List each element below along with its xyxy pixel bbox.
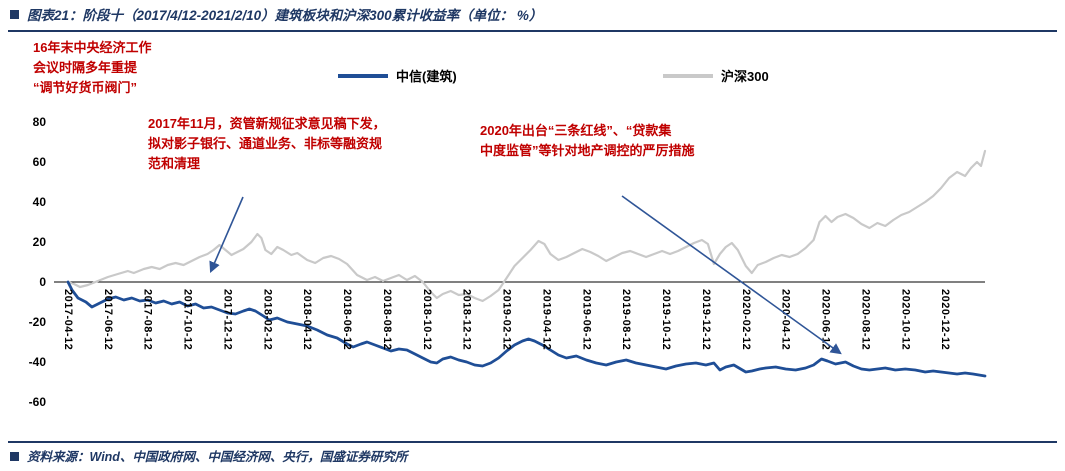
y-tick-label: -40 <box>29 355 47 369</box>
legend-item-csi300: 沪深300 <box>663 66 769 85</box>
x-tick-label: 2019-02-12 <box>501 289 513 350</box>
x-tick-label: 2017-04-12 <box>62 289 74 350</box>
y-tick-label: 60 <box>33 155 47 169</box>
annotation-asset-mgmt-rules: 2017年11月，资管新规征求意见稿下发， 拟对影子银行、通道业务、非标等融资规… <box>148 116 386 171</box>
x-tick-label: 2017-06-12 <box>102 289 114 350</box>
x-tick-label: 2019-10-12 <box>660 289 672 350</box>
legend-item-citic-construction: 中信(建筑) <box>338 66 457 85</box>
x-tick-label: 2020-10-12 <box>899 289 911 350</box>
annotation-three-red-lines: 2020年出台“三条红线”、“贷款集 中度监管”等针对地产调控的严厉措施 <box>480 123 695 158</box>
x-tick-label: 2019-12-12 <box>700 289 712 350</box>
x-tick-label: 2017-08-12 <box>142 289 154 350</box>
x-tick-label: 2020-04-12 <box>780 289 792 350</box>
x-tick-label: 2020-12-12 <box>939 289 951 350</box>
x-tick-label: 2020-08-12 <box>859 289 871 350</box>
x-tick-label: 2019-06-12 <box>580 289 592 350</box>
x-tick-label: 2018-10-12 <box>421 289 433 350</box>
series-line-citic-construction <box>66 280 987 378</box>
x-tick-label: 2018-02-12 <box>261 289 273 350</box>
y-tick-label: 20 <box>33 235 47 249</box>
top-divider-line <box>8 30 1057 32</box>
figure-title: 图表21：阶段十（2017/4/12-2021/2/10）建筑板块和沪深300累… <box>27 8 543 23</box>
x-tick-label: 2019-04-12 <box>540 289 552 350</box>
x-tick-label: 2018-08-12 <box>381 289 393 350</box>
y-tick-label: -60 <box>29 395 47 409</box>
legend-label-citic-construction: 中信(建筑) <box>396 69 457 84</box>
y-tick-label: -20 <box>29 315 47 329</box>
footer-bullet-square <box>10 452 19 461</box>
annotation-monetary-policy: 16年末中央经济工作 会议时隔多年重提 “调节好货币阀门” <box>33 40 152 95</box>
title-bullet-square <box>10 10 19 19</box>
x-tick-label: 2020-06-12 <box>820 289 832 350</box>
legend-label-csi300: 沪深300 <box>721 69 769 84</box>
y-tick-label: 80 <box>33 115 47 129</box>
x-tick-label: 2020-02-12 <box>740 289 752 350</box>
bottom-divider-line <box>8 441 1057 443</box>
x-tick-label: 2018-12-12 <box>461 289 473 350</box>
legend-line-sample-blue <box>338 73 388 78</box>
x-tick-label: 2018-06-12 <box>341 289 353 350</box>
data-source: 资料来源：Wind、中国政府网、中国经济网、央行，国盛证券研究所 <box>27 450 408 464</box>
y-tick-label: 0 <box>39 275 46 289</box>
x-tick-label: 2018-04-12 <box>301 289 313 350</box>
x-tick-label: 2017-12-12 <box>222 289 234 350</box>
legend-line-sample-gray <box>663 73 713 78</box>
x-tick-label: 2017-10-12 <box>182 289 194 350</box>
x-tick-label: 2019-08-12 <box>620 289 632 350</box>
y-tick-label: 40 <box>33 195 47 209</box>
